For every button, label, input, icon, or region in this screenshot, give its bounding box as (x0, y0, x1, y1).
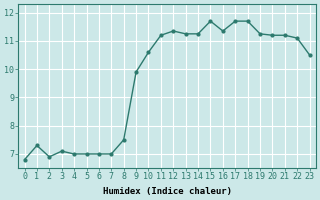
X-axis label: Humidex (Indice chaleur): Humidex (Indice chaleur) (103, 187, 232, 196)
